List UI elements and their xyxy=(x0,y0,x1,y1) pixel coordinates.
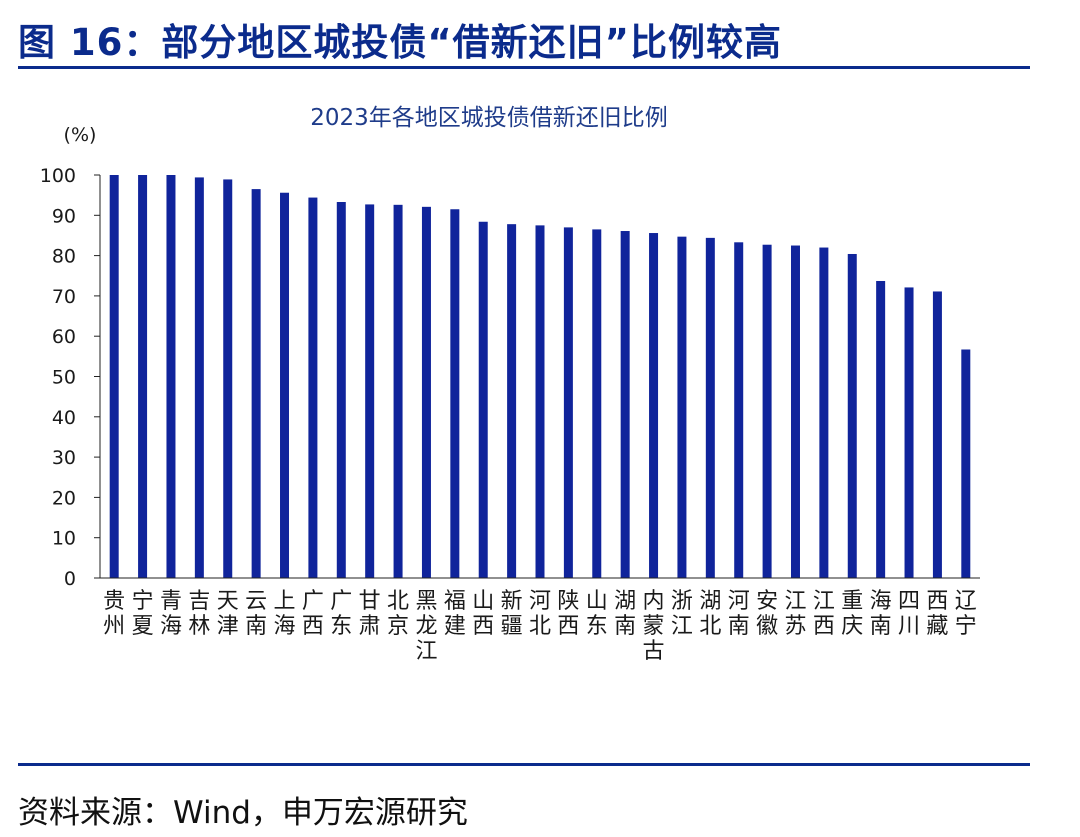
bar-18 xyxy=(592,229,602,578)
bar-20 xyxy=(649,233,659,579)
y-tick-label: 20 xyxy=(52,487,76,509)
x-category-label: 青海 xyxy=(160,589,182,639)
bar-22 xyxy=(705,237,715,579)
x-category-label: 宁夏 xyxy=(132,589,154,639)
x-category-label: 四川 xyxy=(898,589,920,639)
bar-9 xyxy=(336,202,346,578)
bar-4 xyxy=(194,177,204,578)
x-category-label: 江西 xyxy=(813,589,835,639)
bar-15 xyxy=(507,224,517,578)
x-category-label: 西藏 xyxy=(926,589,948,639)
bar-28 xyxy=(876,280,886,578)
y-tick-label: 40 xyxy=(52,407,76,429)
x-category-label: 重庆 xyxy=(841,589,863,639)
bar-16 xyxy=(535,225,545,578)
x-category-label: 山西 xyxy=(472,589,494,639)
bar-29 xyxy=(904,287,914,578)
y-tick-label: 10 xyxy=(52,528,76,550)
x-category-label: 湖北 xyxy=(699,589,721,639)
y-tick-label: 0 xyxy=(64,568,76,590)
bar-23 xyxy=(734,242,744,578)
bar-5 xyxy=(223,179,233,579)
title-divider xyxy=(18,66,1030,69)
bar-11 xyxy=(393,204,403,578)
bar-12 xyxy=(421,206,431,578)
x-category-label: 河南 xyxy=(728,589,750,639)
bar-13 xyxy=(450,209,460,578)
bar-14 xyxy=(478,221,488,579)
bar-7 xyxy=(280,192,290,578)
bar-27 xyxy=(847,253,857,578)
x-axis-labels: 贵州宁夏青海吉林天津云南上海广西广东甘肃北京黑龙江福建山西新疆河北陕西山东湖南内… xyxy=(103,589,977,664)
bar-series xyxy=(109,175,971,579)
x-category-label: 河北 xyxy=(529,589,551,639)
bar-21 xyxy=(677,236,687,578)
x-category-label: 湖南 xyxy=(614,589,636,639)
x-category-label: 福建 xyxy=(444,589,466,639)
y-tick-label: 100 xyxy=(40,165,76,187)
y-axis-unit-label: (%) xyxy=(64,124,97,146)
x-category-label: 黑龙江 xyxy=(415,589,437,664)
x-category-label: 云南 xyxy=(245,589,267,639)
x-category-label: 上海 xyxy=(274,589,296,639)
x-category-label: 辽宁 xyxy=(955,589,977,639)
x-category-label: 浙江 xyxy=(671,589,693,639)
bar-6 xyxy=(251,189,261,578)
figure-title: 图 16：部分地区城投债“借新还旧”比例较高 xyxy=(18,21,783,64)
y-tick-label: 90 xyxy=(52,205,76,227)
bar-2 xyxy=(138,175,148,578)
bar-30 xyxy=(932,291,942,578)
x-category-label: 甘肃 xyxy=(359,589,381,639)
bar-3 xyxy=(166,175,176,578)
source-divider xyxy=(18,763,1030,766)
x-category-label: 内蒙古 xyxy=(643,589,665,664)
x-category-label: 贵州 xyxy=(103,589,125,639)
bar-24 xyxy=(762,244,772,578)
x-category-label: 天津 xyxy=(217,589,239,639)
x-category-label: 海南 xyxy=(870,589,892,639)
bar-31 xyxy=(961,349,971,578)
source-note: 资料来源：Wind，申万宏源研究 xyxy=(18,795,468,831)
y-tick-label: 30 xyxy=(52,447,76,469)
bar-25 xyxy=(790,245,800,578)
x-category-label: 吉林 xyxy=(188,589,210,639)
bar-10 xyxy=(365,204,375,578)
chart-container: 2023年各地区城投债借新还旧比例 (%) 0 10 20 30 40 50 60 70 80 9… xyxy=(0,90,1080,730)
bar-26 xyxy=(819,247,829,579)
bar-1 xyxy=(109,175,119,578)
x-category-label: 山东 xyxy=(586,589,608,639)
y-tick-label: 50 xyxy=(52,367,76,389)
x-category-label: 广西 xyxy=(302,589,324,639)
bar-chart: 2023年各地区城投债借新还旧比例 (%) 0 10 20 30 40 50 60 70 80 9… xyxy=(40,105,980,664)
chart-title: 2023年各地区城投债借新还旧比例 xyxy=(310,105,668,131)
x-category-label: 陕西 xyxy=(557,589,579,639)
bar-19 xyxy=(620,231,630,578)
x-category-label: 新疆 xyxy=(501,589,523,639)
y-tick-label: 60 xyxy=(52,326,76,348)
y-tick-label: 70 xyxy=(52,286,76,308)
bar-17 xyxy=(563,227,573,578)
y-tick-label: 80 xyxy=(52,246,76,268)
x-category-label: 广东 xyxy=(330,589,352,639)
x-category-label: 北京 xyxy=(387,589,409,639)
bar-8 xyxy=(308,197,318,578)
x-category-label: 江苏 xyxy=(784,589,806,639)
y-axis-ticks: 0 10 20 30 40 50 60 70 80 90 100 xyxy=(40,165,100,590)
x-category-label: 安徽 xyxy=(756,589,778,639)
